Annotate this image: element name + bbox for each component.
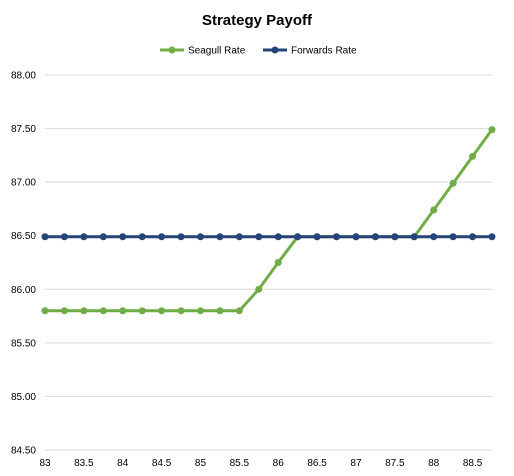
data-point <box>158 233 166 241</box>
series-layer <box>41 126 496 315</box>
y-tick-label: 85.50 <box>11 338 36 349</box>
data-point <box>138 233 146 241</box>
legend-swatch-marker <box>271 46 279 54</box>
data-point <box>371 233 379 241</box>
data-point <box>430 206 438 214</box>
series-line <box>45 128 494 313</box>
series-seagull-rate <box>41 126 496 315</box>
x-tick-label: 86 <box>273 458 285 469</box>
gridlines <box>45 74 492 451</box>
x-tick-label: 83.5 <box>74 458 94 469</box>
data-point <box>138 307 146 315</box>
x-tick-label: 87.5 <box>385 458 405 469</box>
legend-label: Forwards Rate <box>291 46 357 57</box>
data-point <box>313 233 321 241</box>
x-tick-label: 86.5 <box>307 458 327 469</box>
data-point <box>177 307 185 315</box>
data-point <box>158 307 166 315</box>
data-point <box>119 233 127 241</box>
data-point <box>488 233 496 241</box>
y-tick-label: 84.50 <box>11 446 36 457</box>
data-point <box>99 233 107 241</box>
data-point <box>177 233 185 241</box>
data-point <box>449 179 457 187</box>
data-point <box>391 233 399 241</box>
legend-seagull-rate: Seagull Rate <box>160 46 246 57</box>
series-forwards-rate <box>41 233 496 241</box>
data-point <box>41 233 49 241</box>
legend-swatch-marker <box>168 46 176 54</box>
y-tick-label: 88.00 <box>11 71 36 82</box>
data-point <box>469 233 477 241</box>
y-tick-label: 87.50 <box>11 124 36 135</box>
data-point <box>60 307 68 315</box>
x-tick-label: 84.5 <box>152 458 172 469</box>
data-point <box>80 307 88 315</box>
x-tick-label: 88.5 <box>463 458 483 469</box>
x-tick-label: 85.5 <box>230 458 250 469</box>
legend-forwards-rate: Forwards Rate <box>263 46 357 57</box>
data-point <box>235 233 243 241</box>
x-tick-label: 88 <box>428 458 440 469</box>
data-point <box>274 233 282 241</box>
y-tick-label: 86.50 <box>11 231 36 242</box>
data-point <box>216 307 224 315</box>
x-tick-label: 87 <box>350 458 362 469</box>
y-tick-label: 86.00 <box>11 285 36 296</box>
data-point <box>352 233 360 241</box>
x-tick-label: 83 <box>39 458 51 469</box>
x-tick-label: 84 <box>117 458 129 469</box>
x-tick-label: 85 <box>195 458 207 469</box>
data-point <box>469 152 477 160</box>
data-point <box>255 285 263 293</box>
x-axis: 83 83.5 84 84.5 85 85.5 86 86.5 87 87.5 88 88.5 <box>39 458 482 469</box>
data-point <box>294 233 302 241</box>
data-point <box>216 233 224 241</box>
data-point <box>196 307 204 315</box>
chart-title: Strategy Payoff <box>202 12 313 29</box>
data-point <box>99 307 107 315</box>
data-point <box>255 233 263 241</box>
data-point <box>333 233 341 241</box>
data-point <box>430 233 438 241</box>
y-axis: 84.50 85.00 85.50 86.00 86.50 87.00 87.50 88.00 <box>11 71 36 457</box>
legend: Seagull Rate Forwards Rate <box>160 46 357 57</box>
data-point <box>60 233 68 241</box>
data-point <box>196 233 204 241</box>
legend-label: Seagull Rate <box>188 46 246 57</box>
data-point <box>449 233 457 241</box>
data-point <box>80 233 88 241</box>
data-point <box>235 307 243 315</box>
data-point <box>41 307 49 315</box>
data-point <box>274 259 282 266</box>
data-point <box>488 126 496 134</box>
data-point <box>410 233 418 241</box>
y-tick-label: 85.00 <box>11 392 36 403</box>
y-tick-label: 87.00 <box>11 178 36 189</box>
data-point <box>119 307 127 315</box>
